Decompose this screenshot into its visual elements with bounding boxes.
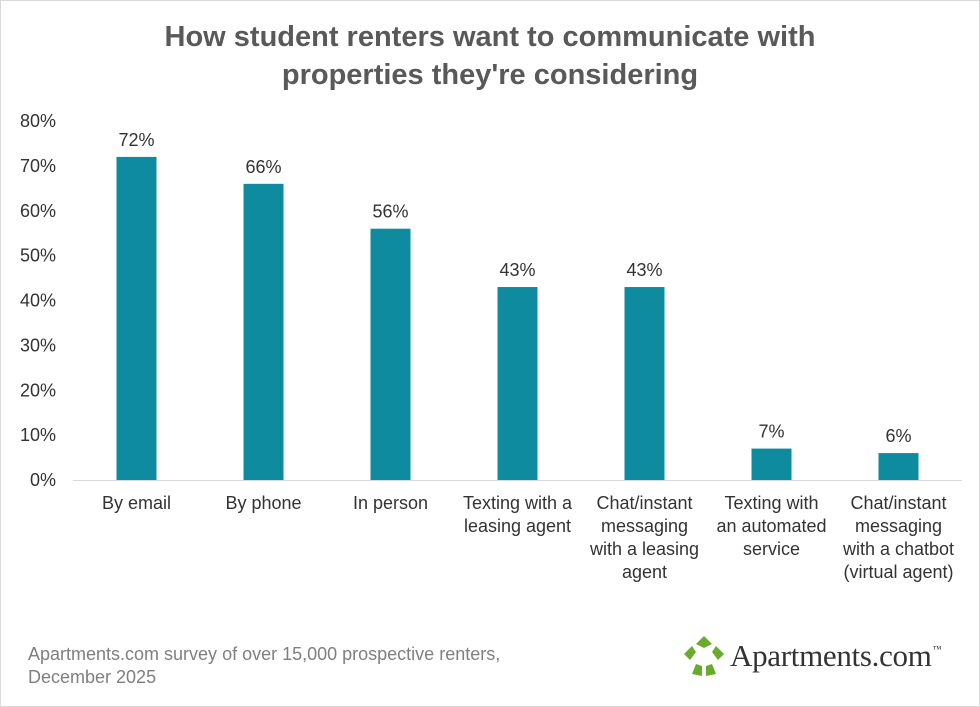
source-line-1: Apartments.com survey of over 15,000 pro… <box>28 644 501 664</box>
y-tick-label: 0% <box>30 470 56 490</box>
logo-text: Apartments.com <box>730 638 932 673</box>
x-tick-label: Chat/instant messaging with a leasing agent <box>589 493 699 582</box>
y-tick-label: 70% <box>20 156 56 176</box>
logo-leaf-icon <box>684 636 724 676</box>
chart-title-line-1: How student renters want to communicate … <box>164 21 816 53</box>
data-label: 43% <box>626 260 662 280</box>
y-tick-label: 10% <box>20 425 56 445</box>
x-tick-label-line: Texting with <box>724 493 818 513</box>
bar <box>878 453 919 480</box>
x-tick-label-line: Chat/instant <box>596 493 692 513</box>
x-tick-label-line: In person <box>353 493 428 513</box>
x-tick-label-line: By phone <box>225 493 301 513</box>
x-tick-label-line: Texting with a <box>463 493 573 513</box>
y-tick-label: 20% <box>20 380 56 400</box>
x-tick-label-line: leasing agent <box>464 516 571 536</box>
bar <box>624 287 665 480</box>
y-tick-label: 60% <box>20 201 56 221</box>
x-tick-label-line: an automated <box>716 516 826 536</box>
data-label: 56% <box>372 202 408 222</box>
data-label: 7% <box>758 422 784 442</box>
logo-wordmark: Apartments.com™ <box>730 638 941 674</box>
logo-trademark: ™ <box>932 644 942 654</box>
x-tick-label-line: service <box>743 539 800 559</box>
x-tick-label: By phone <box>225 493 301 513</box>
y-tick-label: 80% <box>20 111 56 131</box>
x-tick-label-line: By email <box>102 493 171 513</box>
x-tick-label: Texting with an automated service <box>716 493 826 559</box>
x-tick-label-line: with a chatbot <box>842 539 954 559</box>
x-tick-label-line: with a leasing <box>589 539 699 559</box>
x-tick-label-line: messaging <box>601 516 688 536</box>
x-tick-label: Texting with a leasing agent <box>463 493 573 536</box>
chart-title: How student renters want to communicate … <box>0 18 980 94</box>
bar <box>243 183 284 480</box>
chart-title-line-2: properties they're considering <box>281 59 699 91</box>
data-label: 72% <box>118 130 154 150</box>
bar <box>751 448 792 480</box>
y-tick-label: 40% <box>20 291 56 311</box>
data-label: 6% <box>885 426 911 446</box>
apartments-logo: Apartments.com™ <box>682 632 962 682</box>
x-tick-label-line: (virtual agent) <box>843 562 953 582</box>
bar <box>116 156 157 480</box>
y-tick-label: 30% <box>20 335 56 355</box>
bar <box>497 287 538 480</box>
data-label: 43% <box>499 260 535 280</box>
x-tick-label: By email <box>102 493 171 513</box>
source-line-2: December 2025 <box>28 667 157 687</box>
x-tick-label-line: agent <box>622 562 667 582</box>
x-tick-label: Chat/instant messaging with a chatbot (virt… <box>842 493 954 582</box>
bar <box>370 228 411 480</box>
x-tick-label-line: Chat/instant <box>850 493 946 513</box>
x-tick-label-line: messaging <box>855 516 942 536</box>
source-note: Apartments.com survey of over 15,000 pro… <box>28 643 500 689</box>
data-label: 66% <box>245 157 281 177</box>
y-tick-label: 50% <box>20 246 56 266</box>
x-tick-label: In person <box>353 493 428 513</box>
